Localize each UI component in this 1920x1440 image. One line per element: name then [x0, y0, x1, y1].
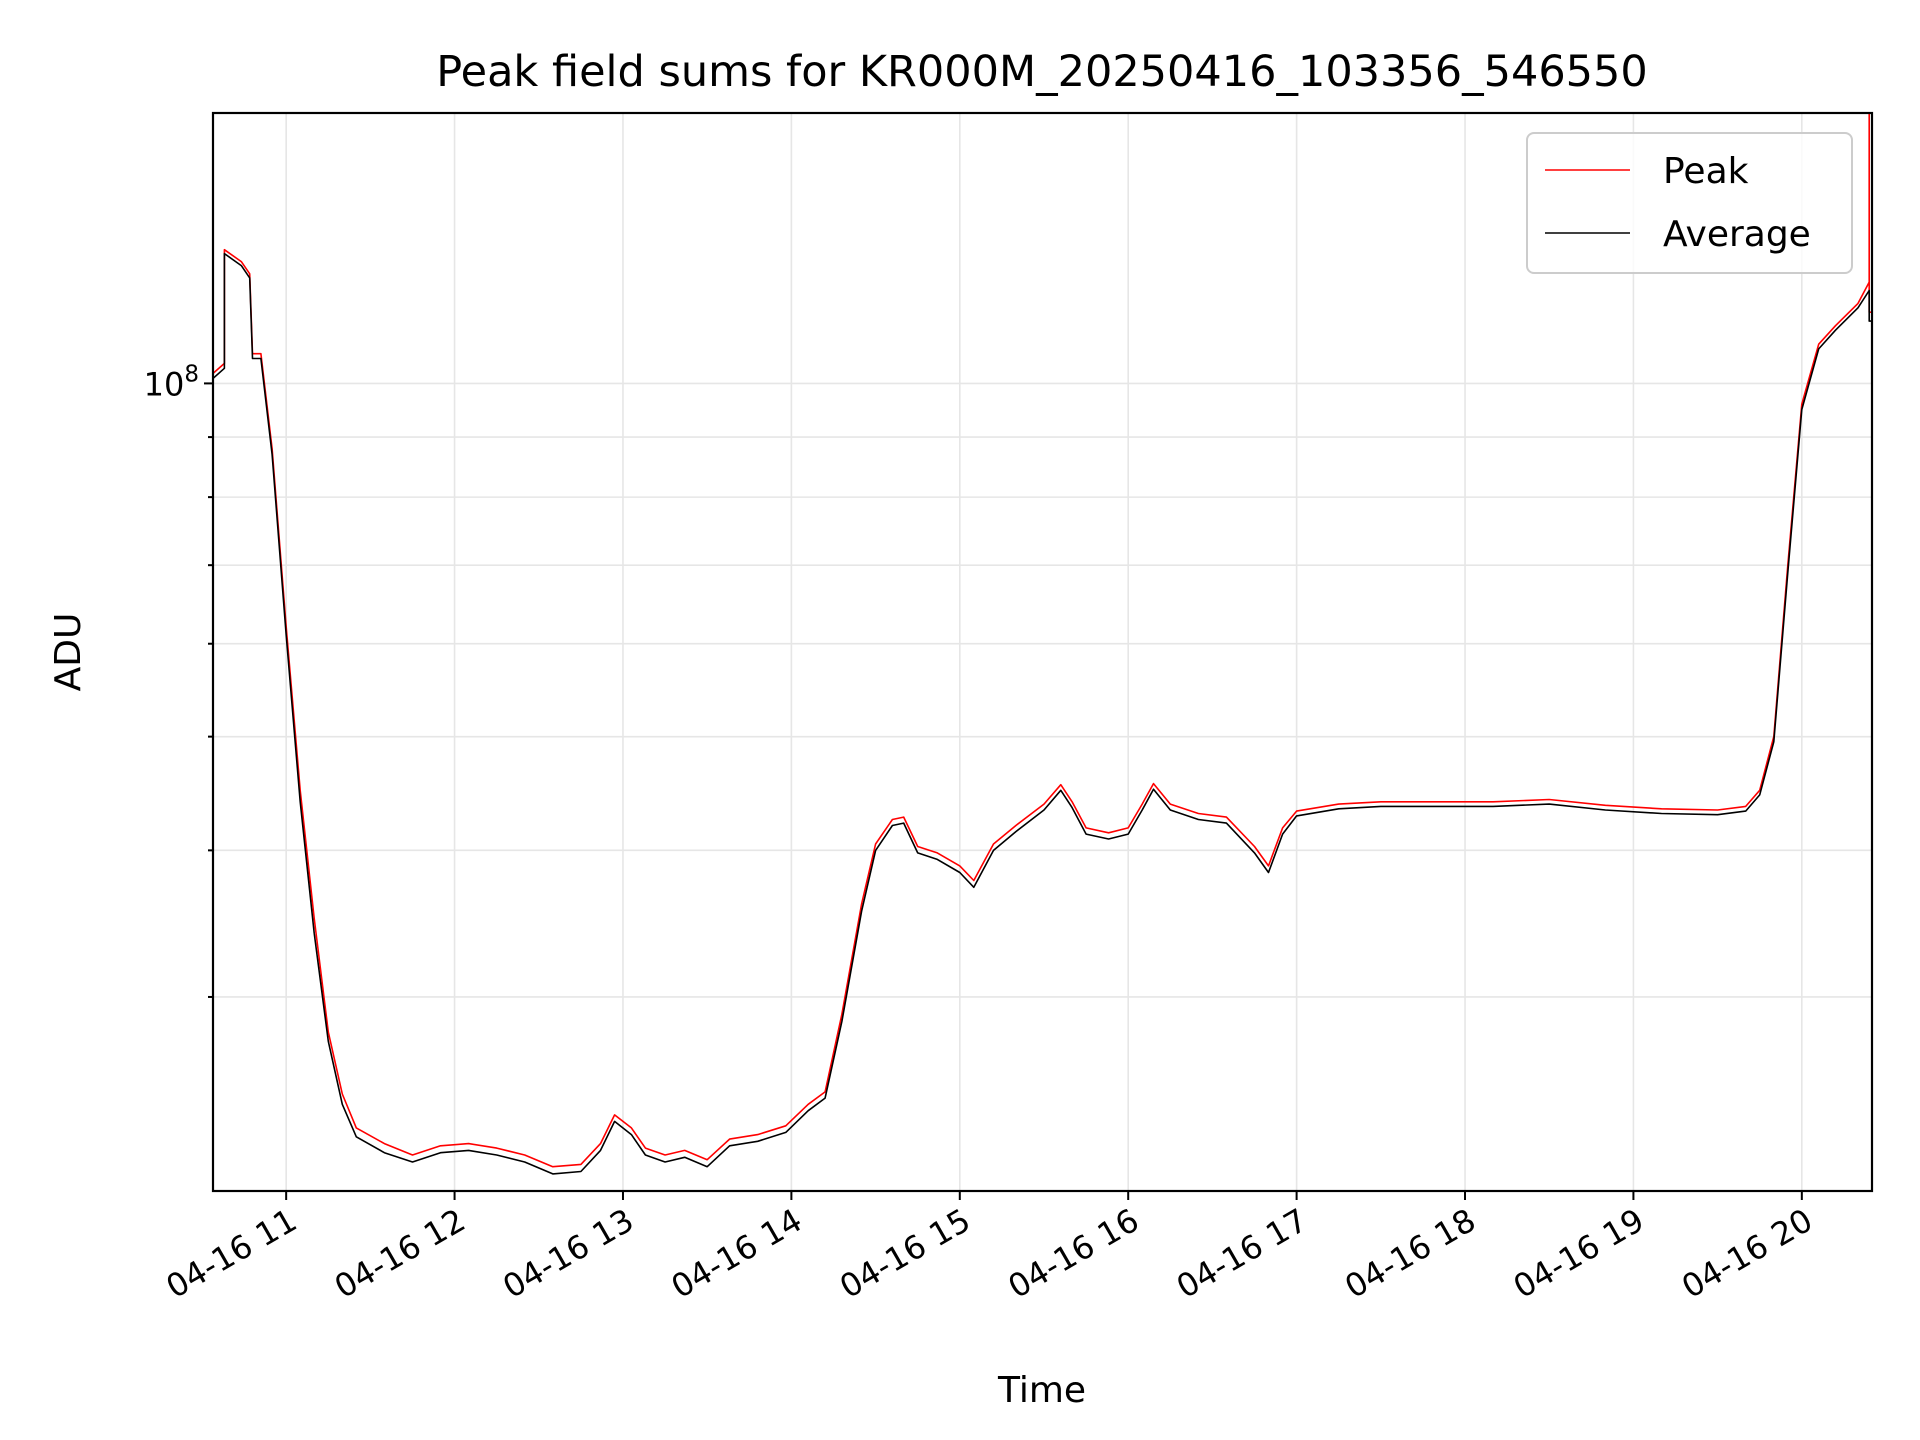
grid: [213, 113, 1872, 1191]
legend: Peak Average: [1526, 132, 1853, 274]
y-axis: 108: [144, 361, 213, 998]
y-tick-base: 10: [144, 365, 185, 403]
legend-average-label: Average: [1663, 214, 1811, 255]
y-axis-label: ADU: [48, 613, 89, 692]
y-tick-label: 108: [144, 361, 199, 403]
plot-frame: [211, 111, 1874, 1193]
x-axis-label: Time: [997, 1370, 1086, 1411]
legend-peak-label: Peak: [1663, 151, 1749, 192]
series-line-average: [213, 252, 1872, 1175]
series-layer: [213, 113, 1872, 1175]
series-line-peak: [213, 113, 1872, 1168]
y-tick-exponent: 8: [184, 361, 199, 387]
legend-box: [1526, 132, 1853, 274]
chart-title: Peak field sums for KR000M_20250416_1033…: [436, 47, 1648, 97]
